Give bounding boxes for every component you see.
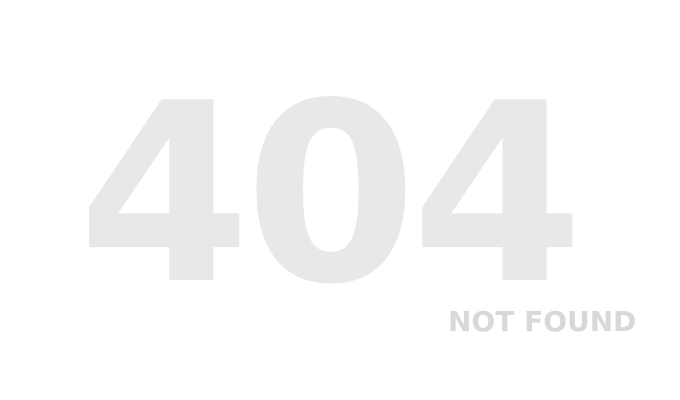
error-code: 404	[78, 51, 584, 339]
error-message: NOT FOUND	[448, 305, 637, 338]
